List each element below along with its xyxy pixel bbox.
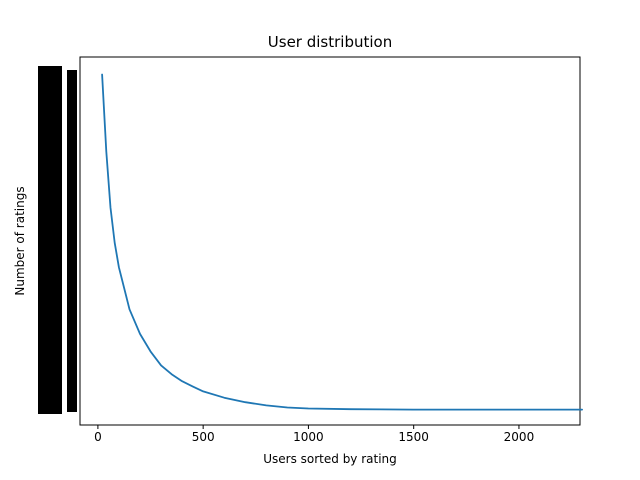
- chart-title: User distribution: [267, 33, 393, 51]
- y-tick-marks-blob: [67, 70, 77, 412]
- y-axis-label: Number of ratings: [13, 186, 27, 296]
- y-tick-labels-blob: [38, 66, 77, 414]
- x-tick-label: 1500: [398, 430, 429, 444]
- ratings-curve: [101, 73, 583, 411]
- x-tick-label: 1000: [293, 430, 324, 444]
- x-tick-label: 0: [94, 430, 102, 444]
- x-tick-label: 500: [191, 430, 215, 444]
- x-tick-label: 2000: [503, 430, 535, 444]
- x-tick-marks: [97, 425, 520, 429]
- plot-area-border: [79, 56, 581, 426]
- y-tick-labels-blob-left: [38, 66, 62, 414]
- x-axis-label: Users sorted by rating: [263, 452, 397, 466]
